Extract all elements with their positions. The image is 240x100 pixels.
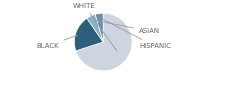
- Wedge shape: [95, 13, 103, 42]
- Wedge shape: [76, 13, 132, 71]
- Text: HISPANIC: HISPANIC: [102, 19, 171, 49]
- Text: BLACK: BLACK: [36, 35, 78, 49]
- Wedge shape: [87, 14, 103, 42]
- Text: ASIAN: ASIAN: [96, 20, 160, 34]
- Wedge shape: [74, 18, 103, 51]
- Text: WHITE: WHITE: [73, 3, 117, 51]
